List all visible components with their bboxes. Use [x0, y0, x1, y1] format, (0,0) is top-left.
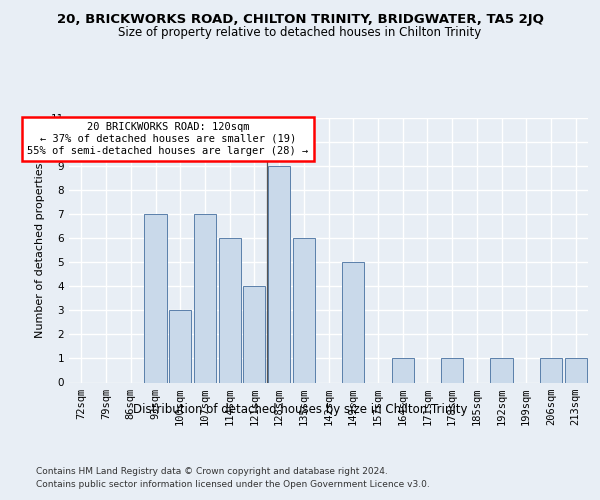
Bar: [540, 358, 562, 382]
Bar: [194, 214, 216, 382]
Text: Distribution of detached houses by size in Chilton Trinity: Distribution of detached houses by size …: [133, 402, 467, 415]
Bar: [169, 310, 191, 382]
Text: 20 BRICKWORKS ROAD: 120sqm
← 37% of detached houses are smaller (19)
55% of semi: 20 BRICKWORKS ROAD: 120sqm ← 37% of deta…: [27, 122, 308, 156]
Text: Size of property relative to detached houses in Chilton Trinity: Size of property relative to detached ho…: [118, 26, 482, 39]
Bar: [243, 286, 265, 382]
Bar: [145, 214, 167, 382]
Bar: [565, 358, 587, 382]
Bar: [218, 238, 241, 382]
Bar: [293, 238, 315, 382]
Text: 20, BRICKWORKS ROAD, CHILTON TRINITY, BRIDGWATER, TA5 2JQ: 20, BRICKWORKS ROAD, CHILTON TRINITY, BR…: [56, 12, 544, 26]
Y-axis label: Number of detached properties: Number of detached properties: [35, 162, 46, 338]
Text: Contains HM Land Registry data © Crown copyright and database right 2024.: Contains HM Land Registry data © Crown c…: [36, 468, 388, 476]
Bar: [441, 358, 463, 382]
Text: Contains public sector information licensed under the Open Government Licence v3: Contains public sector information licen…: [36, 480, 430, 489]
Bar: [392, 358, 414, 382]
Bar: [490, 358, 512, 382]
Bar: [268, 166, 290, 382]
Bar: [342, 262, 364, 382]
